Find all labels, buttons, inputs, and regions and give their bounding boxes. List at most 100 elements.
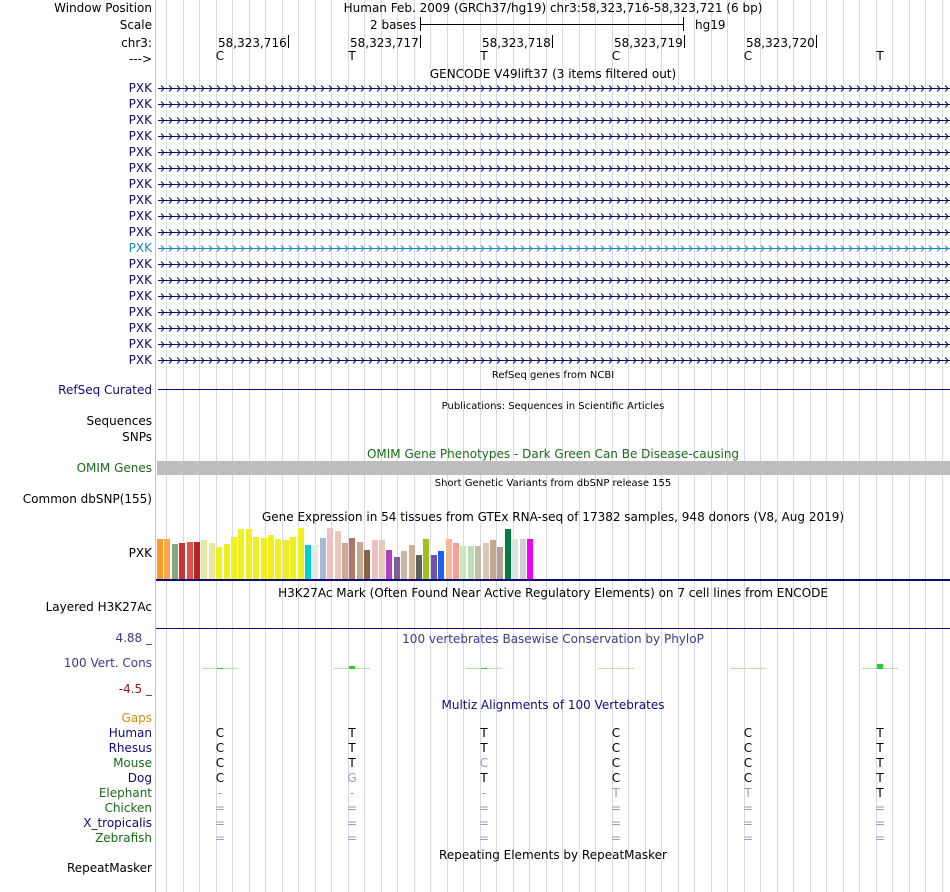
gencode-transcript-feature[interactable] (158, 164, 950, 173)
gencode-transcript-feature[interactable] (158, 228, 950, 237)
phylop-score-bar[interactable] (877, 664, 883, 669)
gtex-tissue-bar[interactable] (445, 539, 452, 579)
gencode-transcript-label[interactable]: PXK (128, 113, 152, 127)
gtex-tissue-bar[interactable] (260, 538, 267, 579)
gtex-tissue-bar[interactable] (416, 555, 422, 579)
gtex-tissue-bar[interactable] (519, 539, 526, 579)
gtex-tissue-bar[interactable] (512, 539, 519, 579)
species-label[interactable]: Chicken (104, 801, 152, 815)
gtex-tissue-bar[interactable] (393, 557, 400, 579)
species-label[interactable]: X_tropicalis (83, 816, 152, 830)
gencode-transcript-label[interactable]: PXK (128, 193, 152, 207)
refseq-track-title[interactable]: RefSeq genes from NCBI (491, 370, 615, 381)
gtex-tissue-bar[interactable] (297, 528, 304, 579)
gtex-track-title[interactable]: Gene Expression in 54 tissues from GTEx … (261, 510, 845, 524)
gtex-tissue-bar[interactable] (290, 537, 297, 579)
species-label[interactable]: Mouse (113, 756, 152, 770)
gtex-tissue-bar[interactable] (179, 543, 186, 579)
gtex-tissue-bar[interactable] (408, 545, 415, 579)
gencode-transcript-label[interactable]: PXK (128, 273, 152, 287)
phylop-track-title[interactable]: 100 vertebrates Basewise Conservation by… (402, 632, 704, 646)
species-label[interactable]: Dog (127, 771, 152, 785)
gencode-transcript-label[interactable]: PXK (128, 145, 152, 159)
gencode-transcript-label[interactable]: PXK (128, 177, 152, 191)
gtex-tissue-bar[interactable] (386, 550, 393, 579)
gencode-transcript-label[interactable]: PXK (128, 161, 152, 175)
gtex-tissue-bar[interactable] (497, 547, 504, 579)
gtex-tissue-bar[interactable] (438, 551, 445, 579)
gtex-tissue-bar[interactable] (334, 531, 341, 579)
gtex-tissue-bar[interactable] (527, 539, 533, 579)
phylop-score-bar[interactable] (481, 668, 487, 669)
gtex-tissue-bar[interactable] (216, 547, 223, 579)
gtex-tissue-bar[interactable] (171, 544, 178, 579)
phylop-score-bar[interactable] (217, 668, 223, 669)
gencode-transcript-feature[interactable] (158, 356, 950, 365)
gtex-tissue-bar[interactable] (245, 529, 252, 579)
species-label[interactable]: Human (108, 726, 152, 740)
phylop-score-bar[interactable] (613, 668, 619, 669)
refseq-feature-line[interactable] (158, 389, 950, 390)
gtex-tissue-bar[interactable] (475, 546, 482, 579)
gtex-tissue-bar[interactable] (208, 543, 215, 579)
gencode-transcript-label[interactable]: PXK (128, 337, 152, 351)
gtex-tissue-bar[interactable] (312, 545, 319, 579)
h3k27ac-track-title[interactable]: H3K27Ac Mark (Often Found Near Active Re… (278, 586, 828, 600)
gtex-tissue-bar[interactable] (349, 538, 356, 579)
gtex-tissue-bar[interactable] (268, 535, 274, 579)
gtex-tissue-bar[interactable] (238, 529, 245, 579)
gencode-transcript-label[interactable]: PXK (128, 241, 152, 255)
gtex-tissue-bar[interactable] (453, 543, 459, 579)
gtex-tissue-bar[interactable] (223, 544, 230, 579)
gencode-transcript-label[interactable]: PXK (128, 321, 152, 335)
window-position-text[interactable]: Human Feb. 2009 (GRCh37/hg19) chr3:58,32… (343, 1, 763, 15)
omim-track-title[interactable]: OMIM Gene Phenotypes - Dark Green Can Be… (366, 447, 740, 461)
gencode-transcript-label[interactable]: PXK (128, 225, 152, 239)
gencode-transcript-feature[interactable] (158, 84, 950, 93)
gtex-label[interactable]: PXK (128, 546, 152, 560)
gencode-transcript-feature[interactable] (158, 180, 950, 189)
phylop-score-bar[interactable] (745, 668, 751, 669)
gtex-tissue-bar[interactable] (423, 539, 430, 579)
phylop-score-bar[interactable] (349, 666, 355, 669)
h3k27ac-label[interactable]: Layered H3K27Ac (45, 600, 152, 614)
gtex-tissue-bar[interactable] (305, 545, 311, 579)
gtex-tissue-bar[interactable] (186, 542, 193, 579)
gtex-tissue-bar[interactable] (194, 542, 200, 579)
gtex-bar-chart[interactable] (157, 524, 537, 579)
gtex-tissue-bar[interactable] (157, 539, 163, 579)
gtex-tissue-bar[interactable] (282, 540, 289, 579)
gtex-tissue-bar[interactable] (379, 540, 385, 579)
gtex-tissue-bar[interactable] (164, 539, 171, 579)
gtex-tissue-bar[interactable] (467, 546, 474, 579)
gtex-tissue-bar[interactable] (371, 540, 378, 579)
gencode-transcript-label[interactable]: PXK (128, 257, 152, 271)
gtex-tissue-bar[interactable] (401, 551, 408, 579)
gtex-tissue-bar[interactable] (319, 538, 326, 579)
gencode-transcript-label[interactable]: PXK (128, 129, 152, 143)
species-label[interactable]: Zebrafish (95, 831, 152, 845)
gtex-tissue-bar[interactable] (275, 539, 282, 579)
gencode-transcript-feature[interactable] (158, 196, 950, 205)
gencode-track-title[interactable]: GENCODE V49lift37 (3 items filtered out) (429, 67, 677, 81)
gencode-transcript-feature[interactable] (158, 292, 950, 301)
omim-feature-bar[interactable] (157, 461, 950, 475)
gtex-tissue-bar[interactable] (490, 540, 496, 579)
repeatmasker-track-title[interactable]: Repeating Elements by RepeatMasker (439, 848, 667, 862)
gtex-tissue-bar[interactable] (356, 542, 363, 579)
species-label[interactable]: Elephant (98, 786, 152, 800)
gtex-tissue-bar[interactable] (430, 555, 437, 579)
gtex-tissue-bar[interactable] (253, 537, 260, 579)
gtex-tissue-bar[interactable] (201, 540, 208, 579)
gencode-transcript-feature[interactable] (158, 100, 950, 109)
gencode-transcript-feature[interactable] (158, 116, 950, 125)
gtex-tissue-bar[interactable] (482, 543, 489, 579)
refseq-label[interactable]: RefSeq Curated (58, 383, 152, 397)
gencode-transcript-label[interactable]: PXK (128, 305, 152, 319)
gencode-transcript-feature[interactable] (158, 212, 950, 221)
multiz-track-title[interactable]: Multiz Alignments of 100 Vertebrates (441, 698, 665, 712)
publications-track-title[interactable]: Publications: Sequences in Scientific Ar… (441, 401, 665, 412)
species-label[interactable]: Rhesus (108, 741, 152, 755)
phylop-plot[interactable] (156, 648, 950, 688)
